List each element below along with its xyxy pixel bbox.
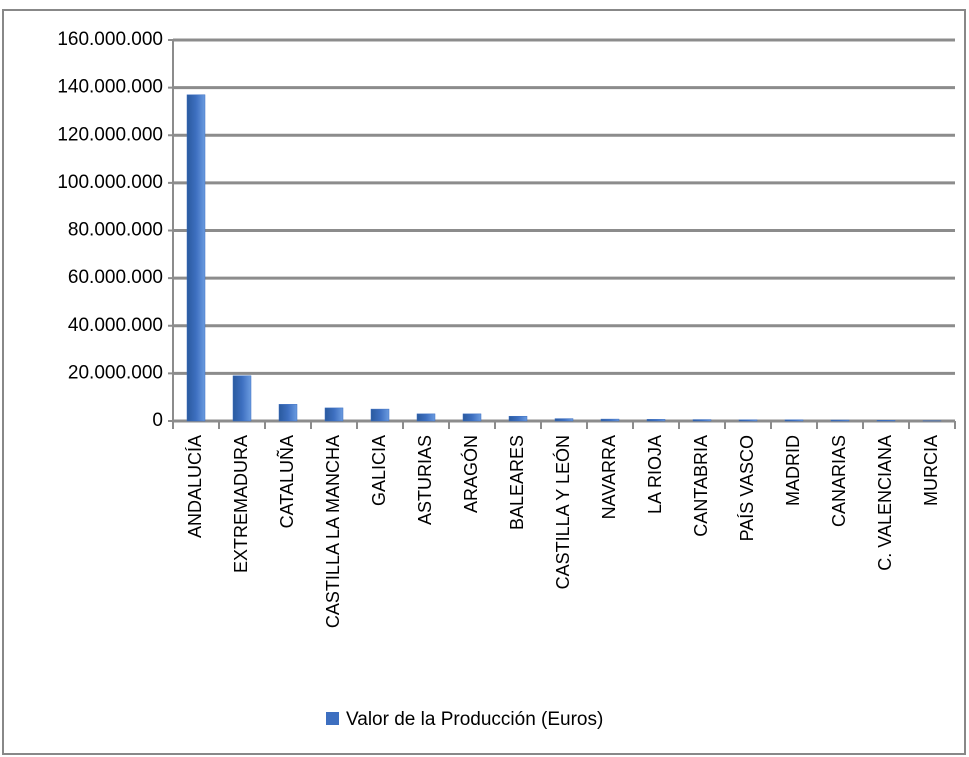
bar — [462, 413, 482, 422]
x-tick-label: NAVARRA — [599, 435, 619, 519]
bar — [416, 413, 436, 422]
x-tick-label: CATALUÑA — [276, 435, 297, 528]
x-tick-label: EXTREMADURA — [231, 435, 251, 573]
bar — [278, 404, 298, 422]
y-tick-label: 60.000.000 — [68, 267, 163, 288]
x-tick-label: CASTILLA LA MANCHA — [323, 435, 343, 628]
x-tick-label: ANDALUCÍA — [185, 435, 205, 538]
bar — [508, 415, 528, 422]
y-tick-label: 140.000.000 — [57, 77, 163, 98]
x-tick-label: ASTURIAS — [415, 435, 435, 525]
x-tick-label: BALEARES — [507, 435, 527, 530]
y-tick-label: 20.000.000 — [68, 362, 163, 383]
x-tick-label: CANTABRIA — [691, 435, 711, 537]
bar — [600, 418, 620, 422]
x-tick-label: C. VALENCIANA — [875, 435, 895, 571]
x-tick-label: LA RIOJA — [645, 435, 665, 514]
y-tick-label: 100.000.000 — [57, 172, 163, 193]
bar — [784, 419, 804, 422]
x-tick-label: PAÍS VASCO — [737, 435, 757, 541]
bar — [324, 407, 344, 422]
bar — [554, 418, 574, 422]
bar — [692, 419, 712, 422]
bar — [646, 419, 666, 422]
x-tick-label: GALICIA — [369, 435, 389, 506]
bar — [232, 375, 252, 422]
y-tick-label: 160.000.000 — [57, 29, 163, 50]
y-tick-label: 80.000.000 — [68, 220, 163, 241]
bar — [370, 408, 390, 422]
y-tick-label: 120.000.000 — [57, 124, 163, 145]
y-tick-label: 0 — [152, 410, 163, 431]
bar — [876, 420, 896, 422]
x-tick-label: MURCIA — [921, 435, 941, 506]
x-tick-label: ARAGÓN — [460, 435, 481, 513]
legend-label: Valor de la Producción (Euros) — [346, 709, 603, 730]
x-tick-label: MADRID — [783, 435, 803, 506]
bar — [186, 94, 206, 422]
y-tick-label: 40.000.000 — [68, 315, 163, 336]
legend-swatch — [326, 712, 339, 725]
bar — [830, 419, 850, 422]
x-tick-label: CANARIAS — [829, 435, 849, 527]
x-tick-label: CASTILLA Y LEÓN — [552, 435, 573, 589]
bar — [738, 419, 758, 422]
